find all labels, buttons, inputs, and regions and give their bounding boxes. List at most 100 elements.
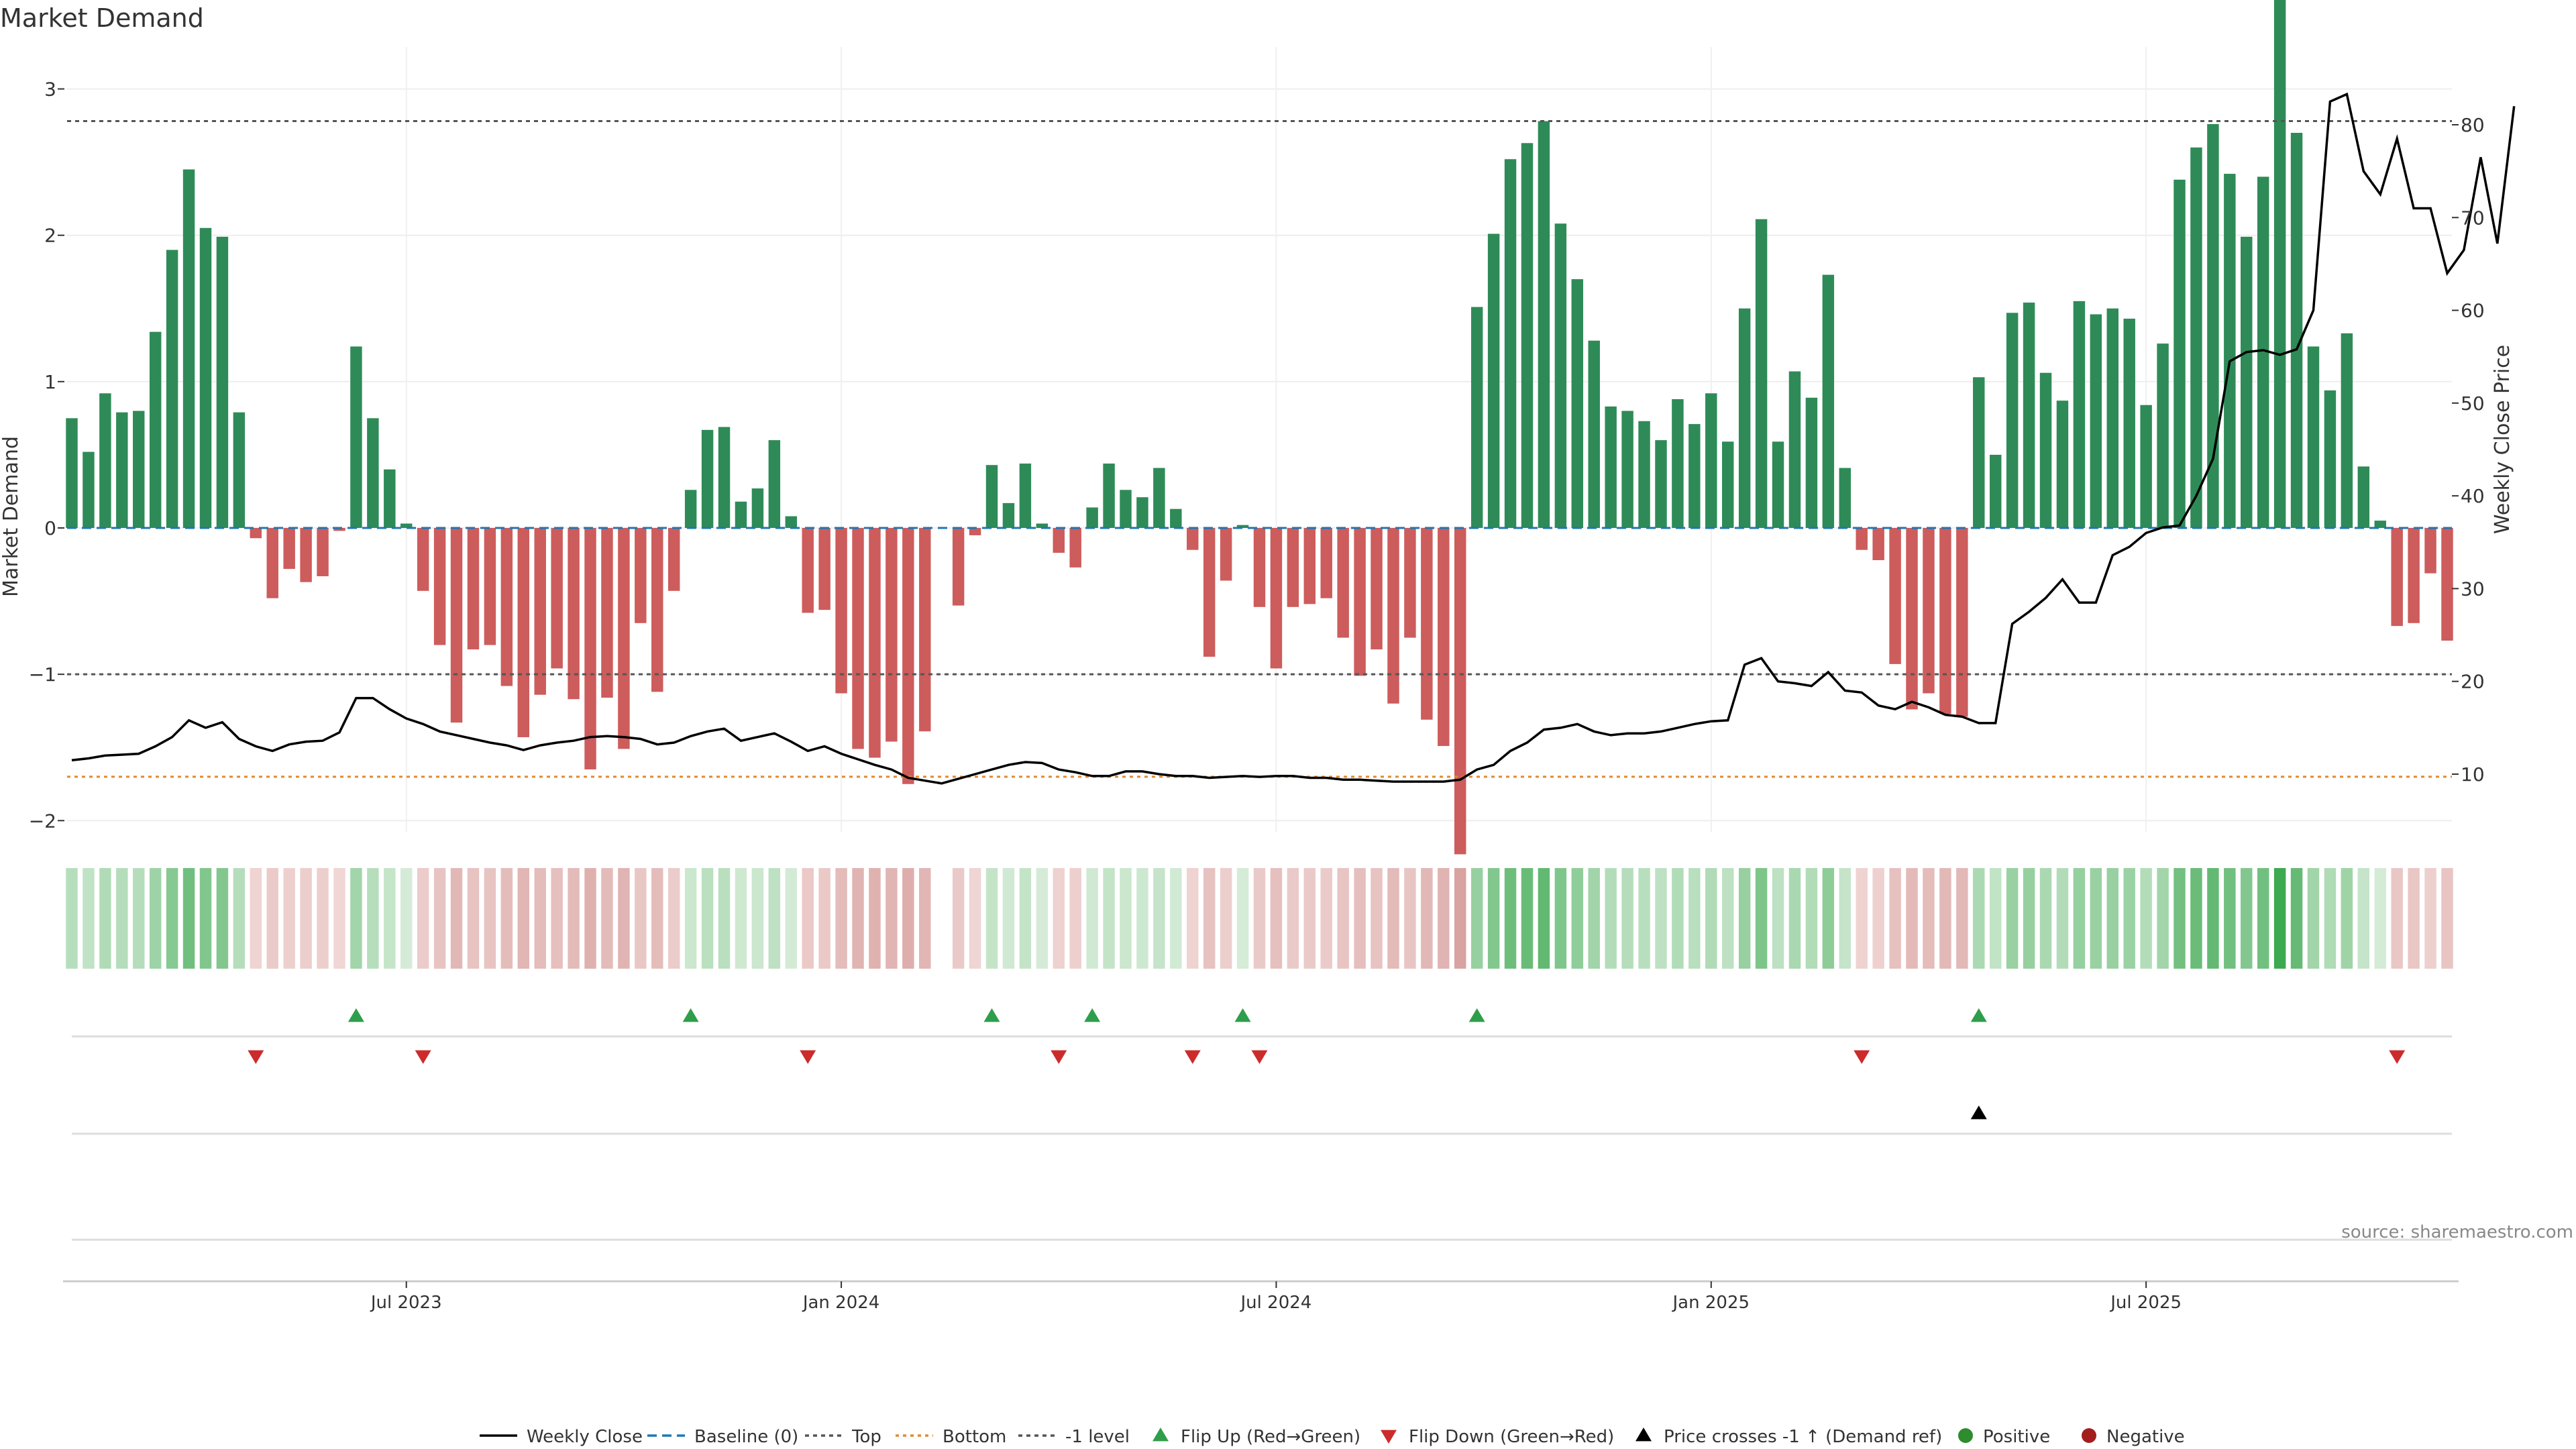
positive-demand-bar [2324, 390, 2337, 528]
axes: −2−1012341020304050607080 [29, 78, 2485, 833]
positive-demand-bar [350, 346, 362, 528]
positive-demand-bar [2174, 179, 2186, 528]
heat-cell [1136, 868, 1148, 969]
heat-cell [1504, 868, 1517, 969]
heat-cell [1822, 868, 1835, 969]
heat-cell [2424, 868, 2436, 969]
heat-cell [182, 868, 195, 969]
legend-swatch [1958, 1428, 1973, 1443]
heat-cell [768, 868, 781, 969]
heat-cell [869, 868, 881, 969]
legend-swatch [1635, 1428, 1652, 1442]
negative-demand-bar [500, 528, 513, 686]
flip-up-marker [1970, 1008, 1987, 1022]
positive-demand-bar [1136, 497, 1148, 528]
heat-cell [2106, 868, 2118, 969]
heat-cell [1103, 868, 1115, 969]
heat-cell [584, 868, 596, 969]
heat-cell [818, 868, 830, 969]
heat-cell [2290, 868, 2303, 969]
positive-demand-bar [1236, 525, 1249, 528]
positive-demand-bar [1973, 377, 1985, 528]
positive-demand-bar [400, 523, 413, 528]
negative-demand-bar [1872, 528, 1884, 560]
positive-demand-bar [1605, 406, 1617, 528]
heat-cell [484, 868, 496, 969]
heat-cell [1923, 868, 1935, 969]
weekly-close-line [71, 92, 2516, 785]
demand-heat-strip [66, 868, 2453, 969]
heat-cell [1069, 868, 1081, 969]
heat-cell [2207, 868, 2219, 969]
heat-cell [83, 868, 95, 969]
positive-demand-bar [1688, 424, 1701, 528]
heat-cell [1053, 868, 1065, 969]
heat-cell [1153, 868, 1165, 969]
heat-cell [1303, 868, 1316, 969]
positive-demand-bar [149, 331, 162, 528]
positive-demand-bar [2056, 400, 2069, 528]
flip-up-marker [682, 1008, 699, 1022]
heat-cell [919, 868, 931, 969]
negative-demand-bar [250, 528, 262, 539]
heat-cell [751, 868, 764, 969]
negative-demand-bar [952, 528, 965, 606]
negative-demand-bar [1069, 528, 1081, 568]
heat-cell [1538, 868, 1550, 969]
heat-cell [1521, 868, 1534, 969]
heat-cell [350, 868, 362, 969]
legend-label: Positive [1983, 1427, 2050, 1447]
heat-cell [1170, 868, 1182, 969]
positive-demand-bar [2039, 372, 2052, 528]
flip-up-marker [983, 1008, 1000, 1022]
negative-demand-bar [1203, 528, 1216, 657]
negative-demand-bar [601, 528, 613, 698]
positive-demand-bar [735, 501, 747, 528]
heat-cell [1019, 868, 1032, 969]
flip-down-marker [1051, 1050, 1067, 1064]
positive-demand-bar [751, 488, 764, 528]
negative-demand-bar [2441, 528, 2453, 641]
negative-demand-bar [417, 528, 429, 591]
heat-cell [1788, 868, 1801, 969]
x-tick-label: Jul 2023 [370, 1293, 442, 1313]
heat-cell [1337, 868, 1349, 969]
y-tick-label: −1 [29, 663, 56, 686]
y-tick-label: 0 [44, 517, 56, 539]
positive-demand-bar [1788, 371, 1801, 528]
positive-demand-bar [66, 418, 78, 528]
negative-demand-bar [1454, 528, 1466, 855]
legend-label: Baseline (0) [694, 1427, 798, 1447]
heat-cell [2341, 868, 2353, 969]
heat-cell [433, 868, 446, 969]
negative-demand-bar [852, 528, 864, 749]
heat-cell [701, 868, 714, 969]
y-right-tick-label: 60 [2461, 300, 2485, 322]
positive-demand-bar [1755, 219, 1768, 528]
heat-cell [66, 868, 78, 969]
negative-demand-bar [1270, 528, 1283, 669]
heat-cell [116, 868, 128, 969]
positive-demand-bar [182, 169, 195, 528]
positive-demand-bar [2090, 314, 2102, 528]
flip-down-marker [2389, 1050, 2406, 1064]
heat-cell [1421, 868, 1433, 969]
positive-demand-bar [133, 411, 145, 528]
negative-demand-bar [467, 528, 480, 650]
heat-cell [1588, 868, 1600, 969]
heat-cell [1371, 868, 1383, 969]
legend-swatch [1152, 1428, 1169, 1442]
positive-demand-bar [684, 490, 697, 528]
negative-demand-bar [584, 528, 596, 769]
positive-demand-bar [1772, 441, 1784, 528]
heat-cell [1939, 868, 1951, 969]
negative-demand-bar [433, 528, 446, 645]
negative-demand-bar [1906, 528, 1918, 710]
positive-demand-bar [768, 440, 781, 528]
heat-cell [2190, 868, 2202, 969]
flip-down-marker [1854, 1050, 1870, 1064]
heat-cell [2441, 868, 2453, 969]
y-tick-label: 1 [44, 371, 56, 393]
positive-demand-bar [2307, 346, 2320, 528]
